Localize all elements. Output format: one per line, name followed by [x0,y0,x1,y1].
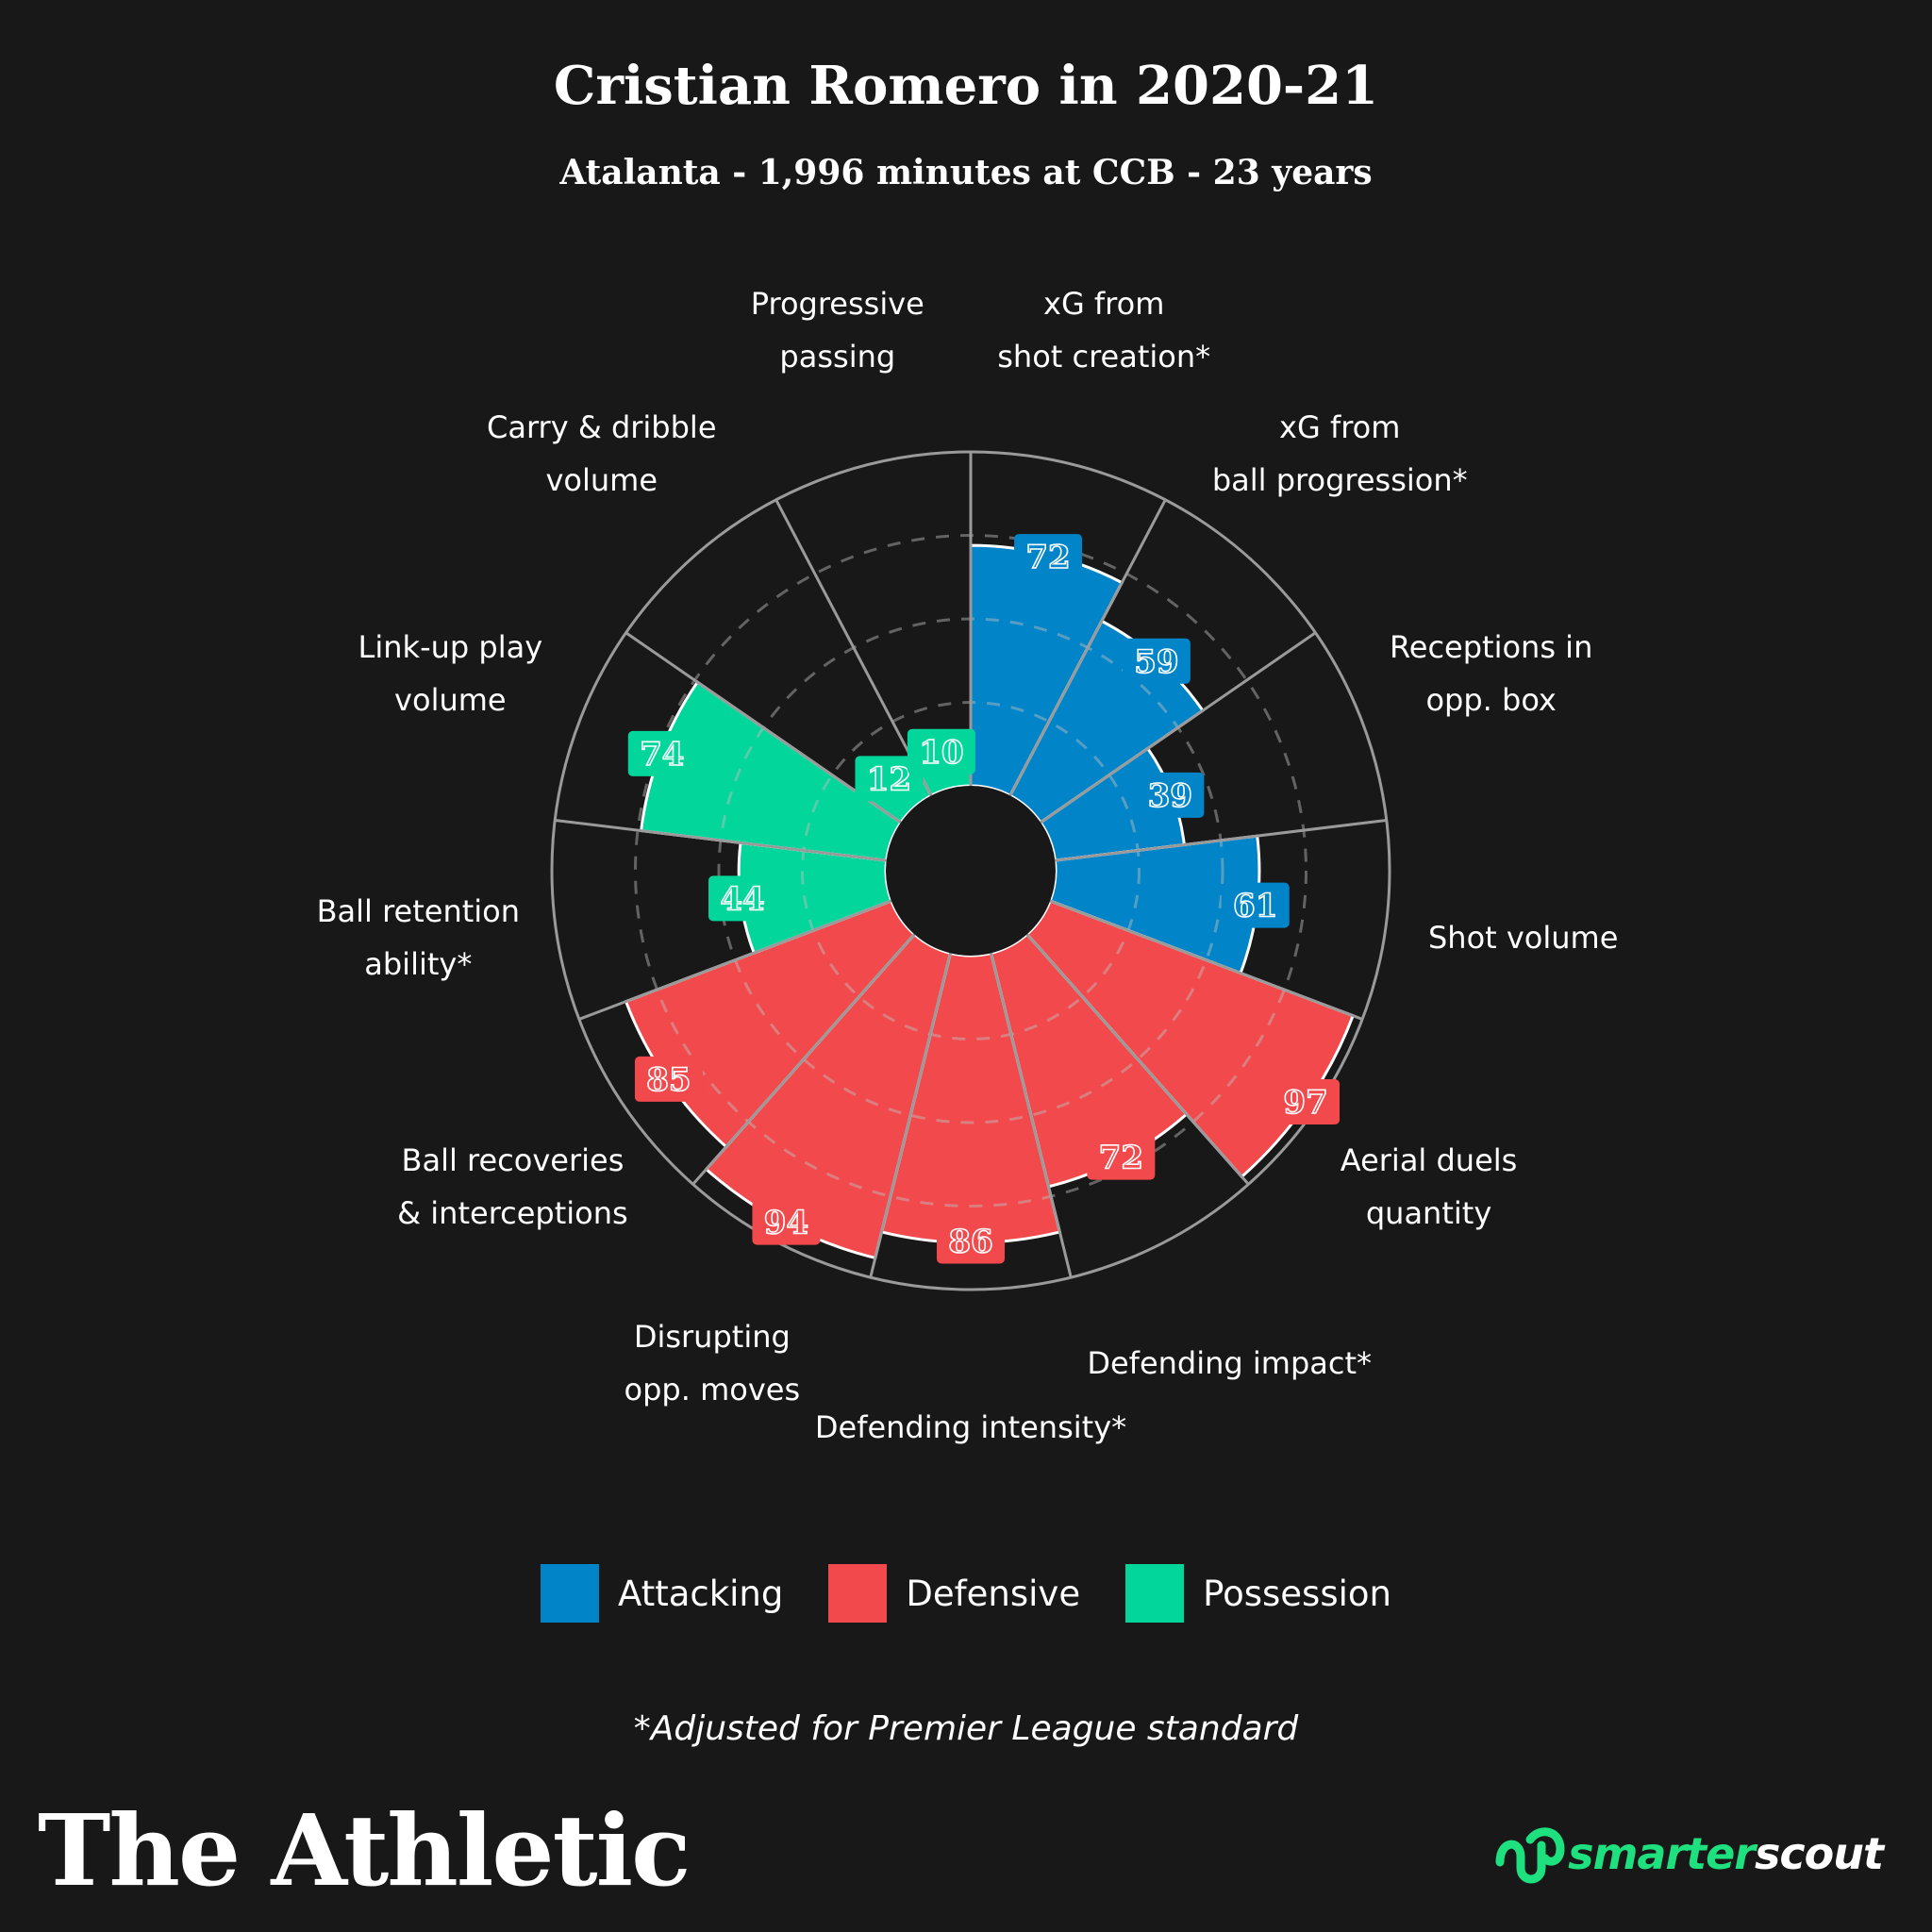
svg-text:97: 97 [1283,1084,1327,1122]
legend-item-defensive: Defensive [828,1564,1080,1623]
value-label-5: 72 [1087,1134,1156,1180]
smarterscout-wordmark: smarterscout [1568,1828,1884,1879]
spoke-7 [869,953,952,1278]
value-label-1: 59 [1122,638,1191,684]
value-label-6: 86 [937,1218,1005,1264]
value-label-3: 61 [1221,882,1290,928]
spoke-6 [990,953,1073,1278]
legend-label-defensive: Defensive [906,1573,1081,1614]
value-label-0: 72 [1014,534,1083,580]
value-label-2: 39 [1136,772,1205,818]
spoke-4 [1049,899,1363,1021]
value-label-7: 94 [752,1199,821,1245]
spoke-11 [625,631,902,824]
spoke-2 [1040,631,1317,824]
spoke-1 [1008,499,1167,797]
spoke-9 [578,899,892,1021]
brand-logo-athletic: The Athletic [38,1792,691,1908]
svg-text:61: 61 [1233,888,1277,925]
axis-label-2: Receptions in opp. box [1389,628,1593,718]
axis-label-7: Disrupting opp. moves [624,1319,801,1408]
axis-label-3: Shot volume [1427,920,1619,957]
chart-title: Cristian Romero in 2020-21 [553,55,1379,117]
smarterscout-logo-icon [1495,1827,1565,1884]
smarterscout-wordmark-part1: smarter [1568,1828,1756,1879]
axis-label-12: Progressive passing [750,286,924,375]
spoke-5 [1025,933,1250,1186]
svg-text:10: 10 [919,734,963,772]
axis-label-10: Link-up play volume [358,628,543,718]
footnote: *Adjusted for Premier League standard [633,1709,1299,1748]
axis-label-5: Defending impact* [1087,1345,1372,1382]
svg-text:74: 74 [640,736,684,774]
value-label-8: 85 [634,1056,703,1102]
axis-label-0: xG from shot creation* [997,286,1211,375]
spoke-3 [1055,818,1387,862]
svg-text:39: 39 [1148,777,1192,815]
svg-text:85: 85 [646,1061,691,1099]
legend-item-possession: Possession [1125,1564,1391,1623]
svg-text:72: 72 [1099,1140,1143,1177]
spoke-12 [774,499,933,797]
value-label-11: 12 [855,756,924,802]
svg-text:72: 72 [1025,539,1070,576]
svg-text:12: 12 [867,760,911,798]
center-hole [886,786,1056,956]
svg-text:94: 94 [764,1205,808,1242]
axis-label-9: Ball retention ability* [316,893,521,983]
smarterscout-wordmark-part2: scout [1755,1828,1884,1879]
axis-label-11: Carry & dribble volume [487,409,717,499]
spoke-10 [555,818,887,862]
spoke-8 [691,933,916,1186]
value-label-10: 74 [627,730,696,776]
axis-label-4: Aerial duels quantity [1340,1142,1518,1232]
legend-label-attacking: Attacking [618,1573,784,1614]
value-label-12: 10 [907,728,975,774]
legend-swatch-possession [1125,1564,1185,1623]
value-label-9: 44 [708,875,777,922]
legend: Attacking Defensive Possession [0,1564,1932,1623]
brand-logo-smarterscout: smarterscout [1492,1821,1884,1887]
chart-subtitle: Atalanta - 1,996 minutes at CCB - 23 yea… [559,153,1373,192]
axis-label-6: Defending intensity* [814,1409,1127,1445]
legend-swatch-defensive [828,1564,888,1623]
legend-item-attacking: Attacking [541,1564,783,1623]
value-label-4: 97 [1272,1079,1341,1125]
svg-text:59: 59 [1134,643,1178,681]
svg-text:86: 86 [948,1223,992,1260]
svg-text:44: 44 [720,880,764,918]
axis-label-8: Ball recoveries & interceptions [397,1142,628,1232]
axis-label-1: xG from ball progression* [1211,409,1468,499]
legend-label-possession: Possession [1203,1573,1391,1614]
legend-swatch-attacking [541,1564,600,1623]
